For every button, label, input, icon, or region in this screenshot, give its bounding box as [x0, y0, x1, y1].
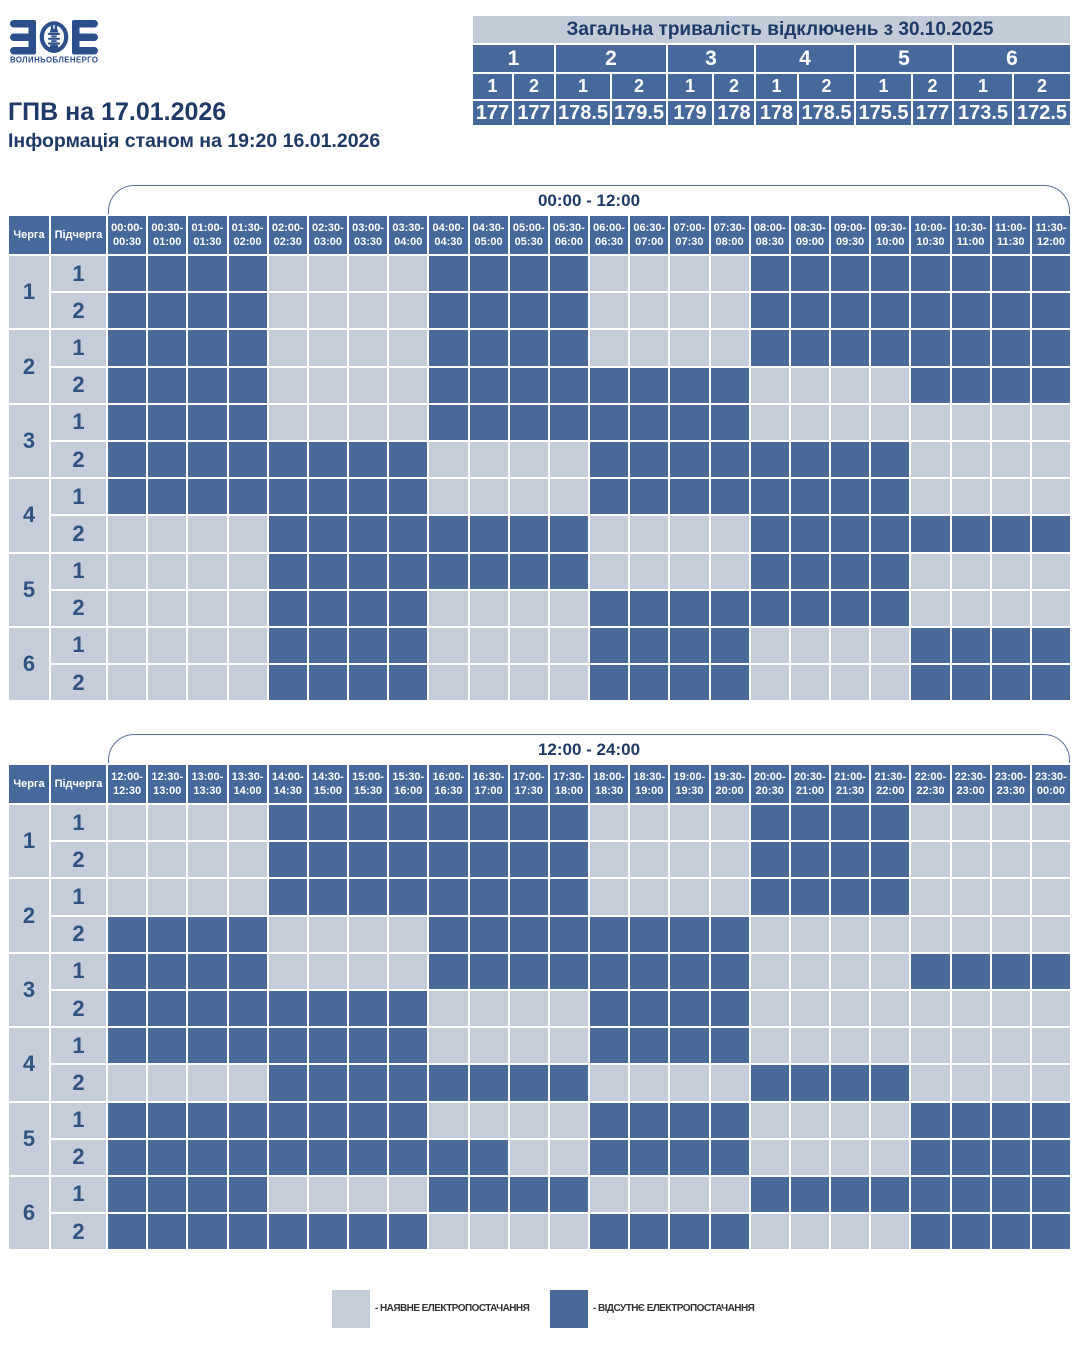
svg-text:ВОЛИНЬОБЛЕНЕРГО: ВОЛИНЬОБЛЕНЕРГО	[10, 56, 98, 65]
